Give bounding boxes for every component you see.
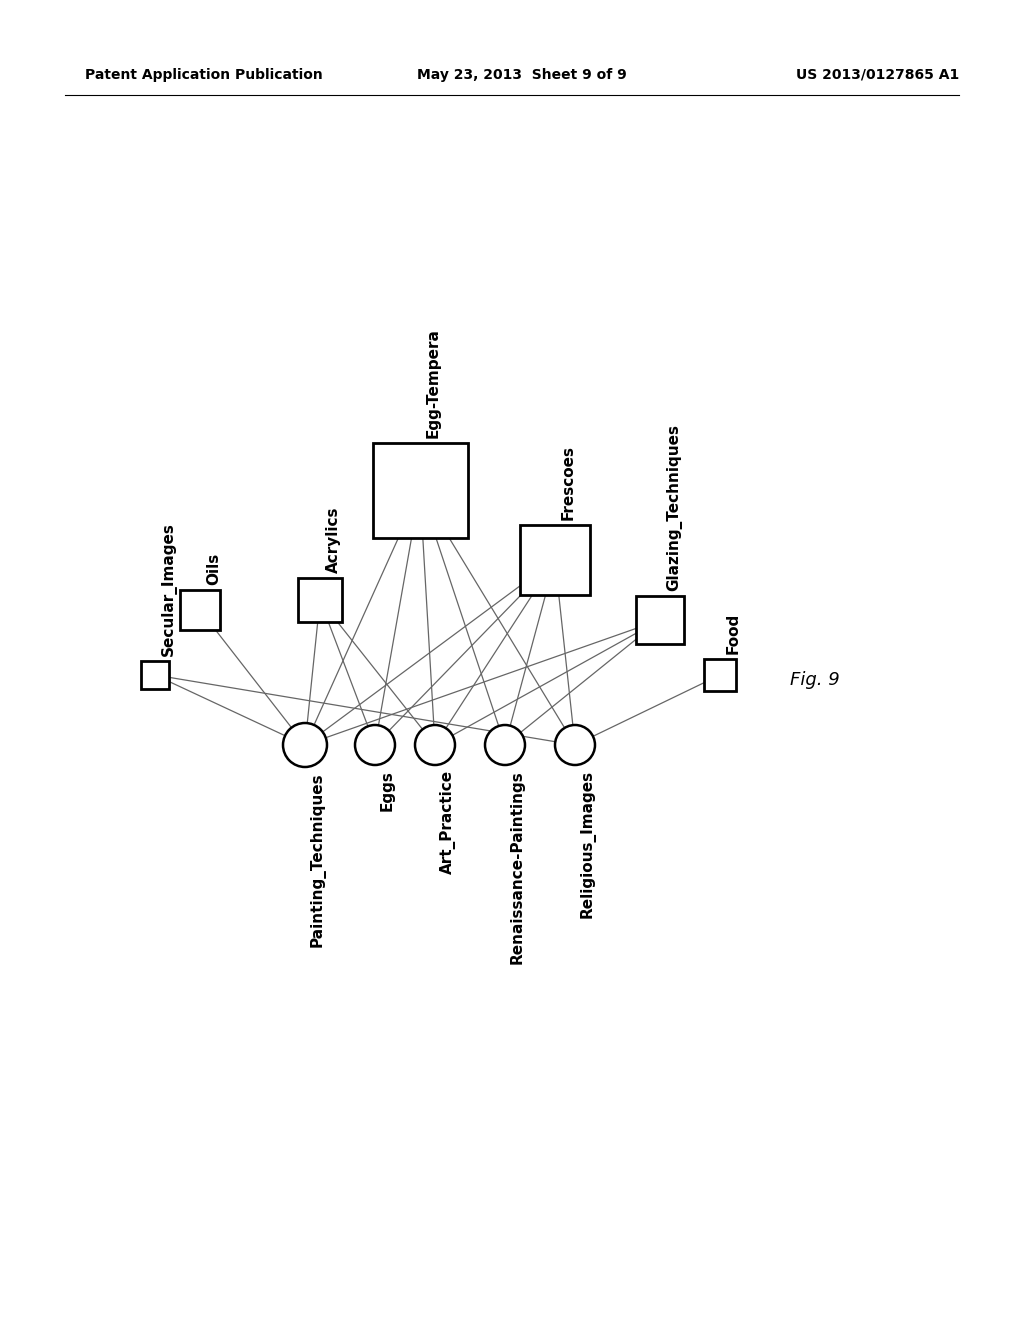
Text: Secular_Images: Secular_Images: [161, 523, 177, 656]
Text: Food: Food: [726, 612, 741, 653]
Bar: [180, 590, 220, 630]
Text: Glazing_Techniques: Glazing_Techniques: [666, 424, 682, 591]
Text: Patent Application Publication: Patent Application Publication: [85, 69, 323, 82]
Text: Fig. 9: Fig. 9: [790, 671, 840, 689]
Ellipse shape: [555, 725, 595, 766]
Ellipse shape: [415, 725, 455, 766]
Ellipse shape: [283, 723, 327, 767]
Text: May 23, 2013  Sheet 9 of 9: May 23, 2013 Sheet 9 of 9: [417, 69, 627, 82]
Text: US 2013/0127865 A1: US 2013/0127865 A1: [796, 69, 959, 82]
Text: Eggs: Eggs: [380, 770, 395, 810]
Bar: [373, 442, 468, 537]
Text: Art_Practice: Art_Practice: [440, 770, 456, 874]
Bar: [636, 597, 684, 644]
Text: Renaissance-Paintings: Renaissance-Paintings: [510, 770, 525, 964]
Text: Frescoes: Frescoes: [561, 445, 575, 520]
Text: Acrylics: Acrylics: [326, 507, 341, 573]
Text: Painting_Techniques: Painting_Techniques: [310, 772, 326, 946]
Ellipse shape: [355, 725, 395, 766]
Bar: [298, 578, 342, 622]
Text: Oils: Oils: [206, 553, 221, 585]
Bar: [141, 661, 169, 689]
Text: Religious_Images: Religious_Images: [580, 770, 596, 919]
Bar: [520, 525, 590, 595]
Bar: [705, 659, 736, 690]
Text: Egg-Tempera: Egg-Tempera: [426, 327, 441, 437]
Ellipse shape: [485, 725, 525, 766]
